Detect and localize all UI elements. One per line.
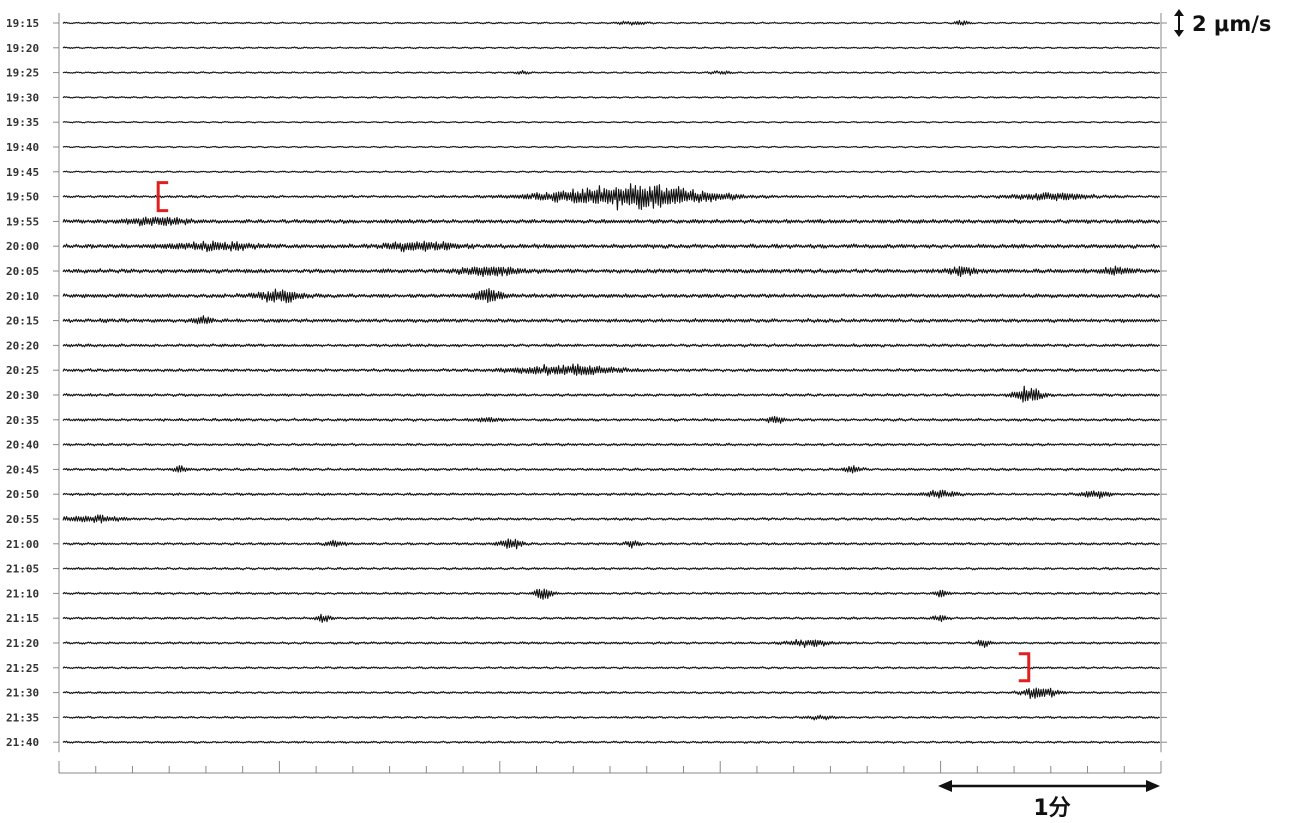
event-end-bracket — [1018, 652, 1031, 683]
time-label: 21:20 — [6, 637, 39, 650]
seismic-trace — [62, 740, 1161, 744]
seismic-trace — [62, 46, 1161, 50]
amplitude-scale: 2 μm/s — [1174, 9, 1271, 37]
event-start-bracket — [156, 181, 169, 213]
time-label: 21:10 — [6, 587, 39, 600]
time-label: 20:00 — [6, 240, 39, 253]
time-label: 19:35 — [6, 116, 39, 129]
time-label: 20:10 — [6, 290, 39, 303]
time-label: 20:30 — [6, 389, 39, 402]
seismic-trace — [62, 442, 1161, 447]
seismic-trace — [62, 489, 1161, 499]
seismic-trace — [62, 687, 1161, 699]
time-label: 20:45 — [6, 463, 39, 476]
time-label: 19:25 — [6, 67, 39, 80]
time-label: 21:25 — [6, 662, 39, 675]
seismic-trace — [62, 465, 1161, 474]
seismic-trace — [62, 613, 1161, 623]
time-label: 19:15 — [6, 17, 39, 30]
time-label: 21:35 — [6, 711, 39, 724]
seismic-trace — [62, 714, 1161, 721]
time-label: 20:35 — [6, 414, 39, 427]
seismic-trace — [62, 638, 1161, 648]
seismic-trace — [62, 216, 1161, 227]
time-label: 19:20 — [6, 42, 39, 55]
seismic-trace — [62, 566, 1161, 571]
traces-layer — [62, 19, 1161, 744]
seismic-trace — [62, 95, 1161, 99]
time-scale-label: 1分 — [1033, 796, 1070, 821]
seismic-trace — [62, 343, 1161, 348]
time-label: 21:15 — [6, 612, 39, 625]
seismic-trace — [62, 538, 1161, 550]
time-label: 20:15 — [6, 315, 39, 328]
seismic-trace — [62, 19, 1161, 26]
time-label: 20:05 — [6, 265, 39, 278]
time-label: 20:20 — [6, 339, 39, 352]
time-label: 19:40 — [6, 141, 39, 154]
amplitude-scale-label: 2 μm/s — [1192, 12, 1271, 36]
time-label: 21:40 — [6, 736, 39, 749]
seismic-trace — [62, 385, 1161, 403]
seismic-trace — [62, 315, 1161, 325]
seismic-trace — [62, 69, 1160, 75]
time-label: 19:30 — [6, 91, 39, 104]
seismic-trace — [62, 288, 1161, 304]
seismic-trace — [62, 170, 1161, 174]
time-label: 19:45 — [6, 166, 39, 179]
time-label: 19:55 — [6, 215, 39, 228]
seismic-trace — [62, 514, 1161, 524]
time-label: 20:50 — [6, 488, 39, 501]
time-label: 19:50 — [6, 191, 39, 204]
time-label: 20:55 — [6, 513, 39, 526]
time-scale-arrow — [938, 780, 1160, 792]
seismic-trace — [62, 666, 1161, 670]
time-label: 21:05 — [6, 563, 39, 576]
seismic-trace — [62, 265, 1161, 278]
time-scale: 1分 — [938, 780, 1160, 821]
time-label: 20:25 — [6, 364, 39, 377]
time-label: 20:40 — [6, 439, 39, 452]
markers-layer — [156, 181, 1031, 683]
seismic-trace — [62, 120, 1161, 124]
axes-layer — [53, 13, 1167, 774]
seismic-trace — [62, 415, 1161, 424]
time-label: 21:00 — [6, 538, 39, 551]
double-arrow-icon — [1174, 9, 1184, 37]
seismic-trace — [62, 588, 1161, 600]
time-label: 21:30 — [6, 687, 39, 700]
seismic-trace — [62, 183, 1161, 211]
seismic-trace — [62, 145, 1160, 149]
seismic-trace — [62, 240, 1161, 253]
seismic-trace — [62, 363, 1161, 376]
labels-layer: 19:15 19:20 19:25 19:30 19:35 19:40 19:45 19:50… — [6, 17, 39, 749]
